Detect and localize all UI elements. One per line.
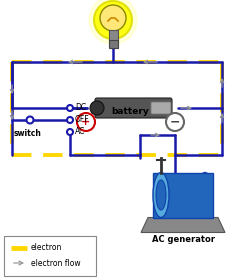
FancyBboxPatch shape <box>95 98 172 118</box>
FancyBboxPatch shape <box>109 40 118 48</box>
FancyBboxPatch shape <box>4 236 96 276</box>
Circle shape <box>67 129 73 135</box>
Text: AC generator: AC generator <box>152 235 215 244</box>
Circle shape <box>166 113 184 131</box>
Ellipse shape <box>197 172 213 218</box>
Circle shape <box>89 0 137 44</box>
Text: battery: battery <box>111 107 149 117</box>
Ellipse shape <box>156 180 166 210</box>
Circle shape <box>100 5 126 31</box>
Text: OFF: OFF <box>75 116 90 124</box>
Text: −: − <box>170 116 180 129</box>
FancyBboxPatch shape <box>109 30 118 42</box>
Polygon shape <box>141 218 225 232</box>
Text: switch: switch <box>14 129 42 138</box>
Text: electron: electron <box>31 244 62 252</box>
Circle shape <box>27 117 34 124</box>
FancyBboxPatch shape <box>153 172 213 218</box>
Circle shape <box>77 113 95 131</box>
Circle shape <box>90 101 104 115</box>
Circle shape <box>67 105 73 111</box>
Circle shape <box>67 117 73 123</box>
Circle shape <box>94 1 132 39</box>
FancyBboxPatch shape <box>151 102 171 114</box>
Text: AC: AC <box>75 128 85 136</box>
Text: electron flow: electron flow <box>31 259 81 268</box>
Text: DC: DC <box>75 104 86 112</box>
Text: +: + <box>81 117 91 127</box>
Ellipse shape <box>153 172 169 218</box>
